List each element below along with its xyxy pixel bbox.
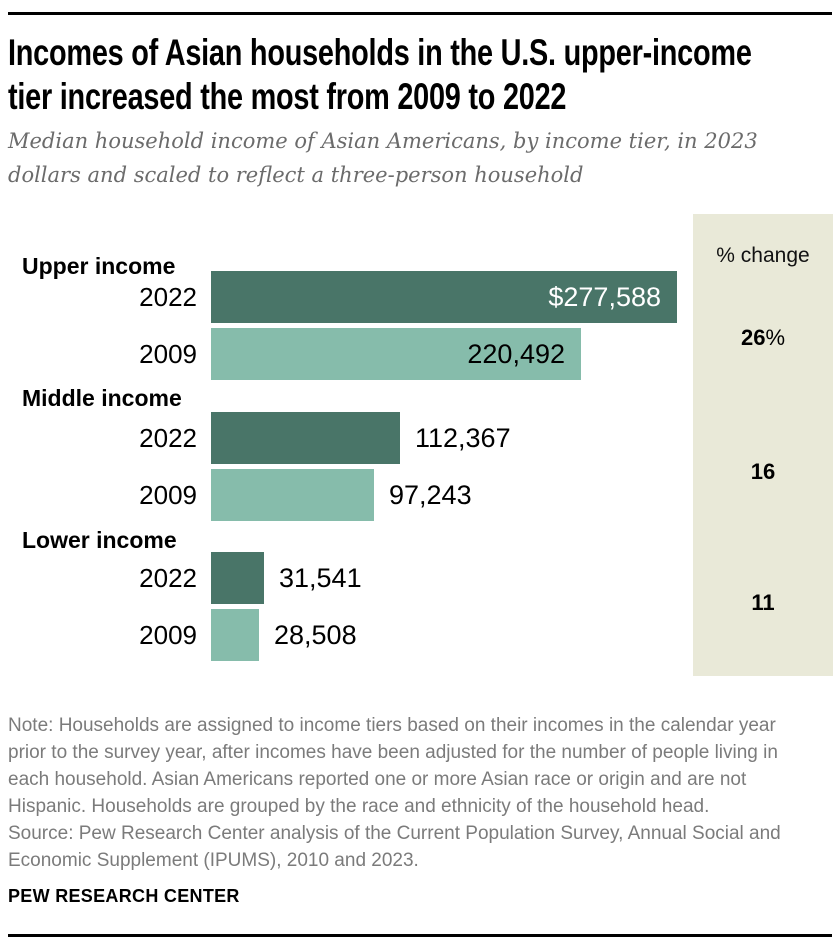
value-label: $277,588 (548, 281, 661, 312)
bar-2022: $277,588 (211, 271, 677, 323)
value-label: 97,243 (389, 480, 472, 510)
year-label: 2022 (139, 563, 197, 593)
note-line: Hispanic. Households are grouped by the … (8, 796, 710, 817)
bar-2009: 220,492 (211, 328, 581, 380)
pct-change-value: 16 (750, 459, 776, 484)
bar-2022 (211, 552, 264, 604)
title-line: Incomes of Asian households in the U.S. … (8, 32, 752, 73)
subtitle-line: Median household income of Asian America… (8, 129, 758, 153)
note-text: Note: Households are assigned to income … (8, 712, 781, 874)
value-label: 220,492 (467, 338, 565, 369)
title-line: tier increased the most from 2009 to 202… (8, 76, 567, 117)
bar-2022 (211, 412, 400, 464)
year-label: 2009 (139, 620, 197, 650)
value-label: 31,541 (279, 563, 362, 593)
tier-label: Lower income (22, 527, 177, 553)
tier-label: Middle income (22, 385, 182, 411)
tier-label: Upper income (22, 253, 176, 279)
note-line: each household. Asian Americans reported… (8, 769, 747, 790)
year-label: 2009 (139, 339, 197, 369)
bar-2009 (211, 609, 259, 661)
bottom-rule (8, 934, 832, 937)
year-label: 2022 (139, 423, 197, 453)
pct-change-panel (693, 214, 833, 676)
note-line: prior to the survey year, after incomes … (8, 742, 778, 763)
subtitle-line: dollars and scaled to reflect a three-pe… (8, 163, 584, 187)
value-label: 28,508 (274, 620, 357, 650)
note-line: Economic Supplement (IPUMS), 2010 and 20… (8, 850, 419, 871)
value-label: 112,367 (415, 423, 511, 453)
pct-change-value: 11 (751, 590, 775, 615)
note-line: Source: Pew Research Center analysis of … (8, 823, 781, 844)
bar-2009 (211, 469, 374, 521)
note-line: Note: Households are assigned to income … (8, 715, 776, 736)
pct-change-value: 26% (740, 325, 786, 350)
year-label: 2022 (139, 282, 197, 312)
pew-research-center-label: PEW RESEARCH CENTER (8, 886, 240, 906)
top-rule (8, 12, 832, 15)
year-label: 2009 (139, 480, 197, 510)
chart-title: Incomes of Asian households in the U.S. … (8, 31, 752, 119)
pct-change-header: % change (716, 244, 810, 267)
chart-subtitle: Median household income of Asian America… (8, 124, 758, 192)
